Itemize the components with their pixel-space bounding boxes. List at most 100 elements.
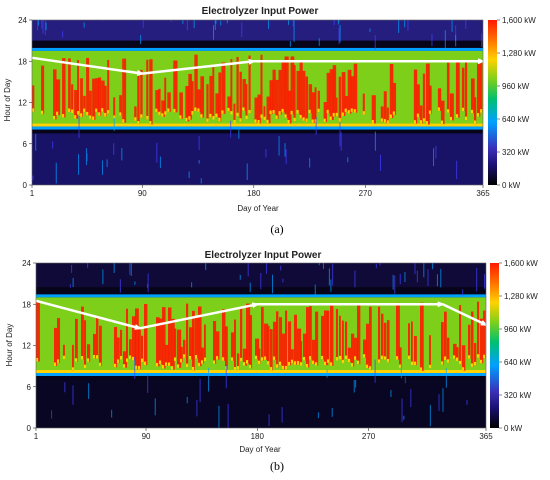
- high-power-streak: [282, 333, 285, 370]
- high-power-streak: [177, 329, 182, 368]
- night-flicker: [83, 22, 85, 28]
- high-power-streak: [299, 60, 303, 119]
- night-flicker: [289, 40, 291, 47]
- high-power-streak: [75, 318, 78, 362]
- high-power-streak: [348, 347, 352, 363]
- night-flicker: [394, 275, 396, 294]
- x-ticks-a: 1 90 180 270 365: [30, 185, 490, 198]
- high-power-streak: [189, 327, 194, 360]
- night-flicker: [404, 272, 406, 282]
- night-flicker: [88, 383, 90, 399]
- high-power-streak: [168, 307, 172, 366]
- high-power-streak: [293, 65, 296, 122]
- high-power-streak: [287, 90, 292, 124]
- night-flicker: [281, 407, 283, 423]
- chart-title-b: Electrolyzer Input Power: [205, 250, 322, 261]
- band-edge-bottom-yellow: [32, 123, 483, 127]
- streak-edge: [230, 111, 233, 115]
- high-power-streak: [149, 59, 153, 125]
- streak-edge: [446, 109, 450, 113]
- colorbar-a: [488, 20, 497, 185]
- night-flicker: [146, 283, 148, 288]
- streak-edge: [339, 355, 342, 360]
- streak-edge: [101, 108, 104, 112]
- high-power-streak: [366, 323, 370, 369]
- streak-edge: [351, 363, 354, 367]
- x-tick-label: 365: [479, 432, 493, 441]
- streak-edge: [437, 107, 441, 111]
- night-flicker: [280, 265, 282, 271]
- y-tick-label: 12: [22, 342, 31, 351]
- streak-edge: [81, 356, 84, 360]
- high-power-streak: [129, 339, 132, 359]
- night-flicker: [198, 136, 200, 151]
- night-flicker: [246, 163, 248, 180]
- high-power-streak: [200, 76, 205, 118]
- high-power-streak: [201, 347, 204, 364]
- high-power-streak: [146, 59, 149, 120]
- high-power-streak: [113, 97, 116, 119]
- high-power-streak: [479, 62, 483, 113]
- night-flicker: [154, 398, 156, 416]
- night-flicker: [404, 376, 406, 384]
- high-power-streak: [212, 67, 215, 120]
- x-axis-label-b: Day of Year: [239, 445, 281, 454]
- night-flicker: [42, 20, 44, 34]
- streak-edge: [213, 360, 216, 364]
- high-power-streak: [386, 107, 389, 124]
- high-power-streak: [83, 95, 86, 113]
- night-flicker: [147, 273, 149, 293]
- high-power-streak: [174, 328, 177, 361]
- high-power-streak: [135, 308, 139, 370]
- high-power-streak: [314, 87, 317, 123]
- high-power-streak: [231, 332, 235, 361]
- night-flicker: [44, 20, 46, 36]
- night-flicker: [121, 148, 123, 161]
- y-tick-label: 18: [22, 300, 31, 309]
- high-power-streak: [89, 90, 92, 119]
- high-power-streak: [159, 318, 163, 364]
- colorbar-label: 960 kW: [504, 325, 532, 334]
- night-flicker: [215, 20, 217, 24]
- high-power-streak: [222, 309, 226, 361]
- night-flicker: [142, 20, 144, 28]
- streak-edge: [68, 108, 71, 112]
- high-power-streak: [291, 349, 294, 364]
- x-ticks-b: 1 90 180 270 365: [34, 428, 493, 441]
- high-power-streak: [342, 320, 344, 364]
- high-power-streak: [237, 353, 240, 370]
- streak-edge: [363, 354, 366, 358]
- high-power-streak: [300, 341, 303, 366]
- high-power-streak: [164, 77, 167, 115]
- high-power-streak: [144, 304, 148, 366]
- night-flicker: [140, 35, 142, 45]
- streak-edge: [161, 113, 164, 117]
- night-flicker: [340, 132, 342, 151]
- night-flicker: [156, 142, 158, 163]
- band-edge-bottom-cyan: [32, 126, 483, 130]
- high-power-streak: [92, 78, 96, 120]
- night-flicker: [271, 274, 273, 294]
- streak-edge: [231, 357, 234, 361]
- streak-edge: [311, 119, 314, 123]
- streak-edge: [144, 361, 147, 366]
- colorbar-label: 640 kW: [502, 115, 530, 124]
- high-power-streak: [194, 54, 198, 111]
- night-flicker: [455, 34, 457, 47]
- night-flicker: [379, 263, 381, 266]
- high-power-streak: [399, 347, 402, 368]
- night-flicker: [427, 269, 429, 286]
- streak-edge: [168, 362, 171, 366]
- band-edge-top: [36, 294, 486, 298]
- colorbar-label: 1,280 kW: [504, 292, 538, 301]
- x-tick-label: 1: [34, 432, 39, 441]
- high-power-streak: [234, 319, 236, 371]
- y-tick-label: 24: [18, 16, 27, 25]
- night-flicker: [436, 274, 438, 287]
- streak-edge: [336, 357, 339, 361]
- night-flicker: [265, 149, 267, 158]
- high-power-streak: [225, 326, 228, 370]
- high-power-streak: [119, 95, 123, 116]
- caption-b: (b): [270, 459, 284, 473]
- streak-edge: [273, 356, 276, 360]
